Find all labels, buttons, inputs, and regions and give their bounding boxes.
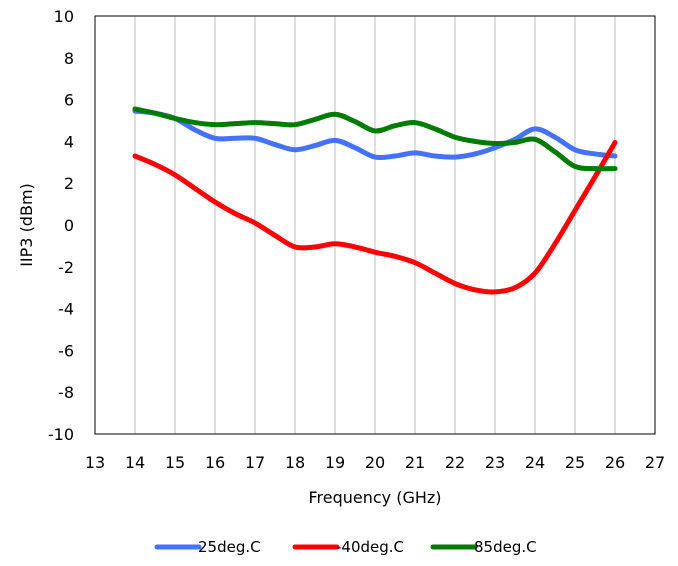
- legend-label: 25deg.C: [198, 538, 261, 556]
- y-tick-label: 0: [64, 216, 74, 235]
- y-tick-label: -2: [58, 258, 74, 277]
- x-tick-label: 20: [365, 453, 385, 472]
- y-axis-title: IIP3 (dBm): [17, 183, 36, 267]
- y-tick-label: -10: [48, 425, 74, 444]
- y-tick-label: -4: [58, 300, 74, 319]
- series-line-1: [132, 139, 618, 295]
- y-tick-label: 10: [54, 7, 74, 26]
- x-axis-title: Frequency (GHz): [308, 488, 441, 507]
- series-line-0: [132, 108, 618, 161]
- x-tick-label: 25: [565, 453, 585, 472]
- x-tick-label: 22: [445, 453, 465, 472]
- x-tick-label: 16: [205, 453, 225, 472]
- x-tick-label: 23: [485, 453, 505, 472]
- x-tick-label: 27: [645, 453, 665, 472]
- x-tick-label: 14: [125, 453, 145, 472]
- x-tick-label: 26: [605, 453, 625, 472]
- legend-label: 85deg.C: [474, 538, 537, 556]
- series-line-2: [132, 106, 618, 172]
- series-lines: [132, 106, 618, 295]
- x-tick-label: 17: [245, 453, 265, 472]
- y-tick-label: 4: [64, 132, 74, 151]
- x-tick-label: 18: [285, 453, 305, 472]
- x-tick-label: 15: [165, 453, 185, 472]
- y-tick-label: -8: [58, 383, 74, 402]
- plot-area-frame: [94, 15, 656, 435]
- y-tick-label: 6: [64, 91, 74, 110]
- x-tick-label: 24: [525, 453, 545, 472]
- x-tick-label: 21: [405, 453, 425, 472]
- x-axis-tick-labels: 13 14 15 16 17 18 19 20 21 22 23 24 25 26 27: [85, 453, 665, 472]
- x-tick-label: 19: [325, 453, 345, 472]
- y-tick-label: 2: [64, 174, 74, 193]
- x-tick-label: 13: [85, 453, 105, 472]
- y-axis-tick-labels: -10 -8 -6 -4 -2 0 2 4 6 8 10: [48, 7, 74, 444]
- y-tick-label: 8: [64, 49, 74, 68]
- legend: 25deg.C -40deg.C 85deg.C: [154, 538, 537, 556]
- y-tick-label: -6: [58, 341, 74, 360]
- legend-label: -40deg.C: [336, 538, 404, 556]
